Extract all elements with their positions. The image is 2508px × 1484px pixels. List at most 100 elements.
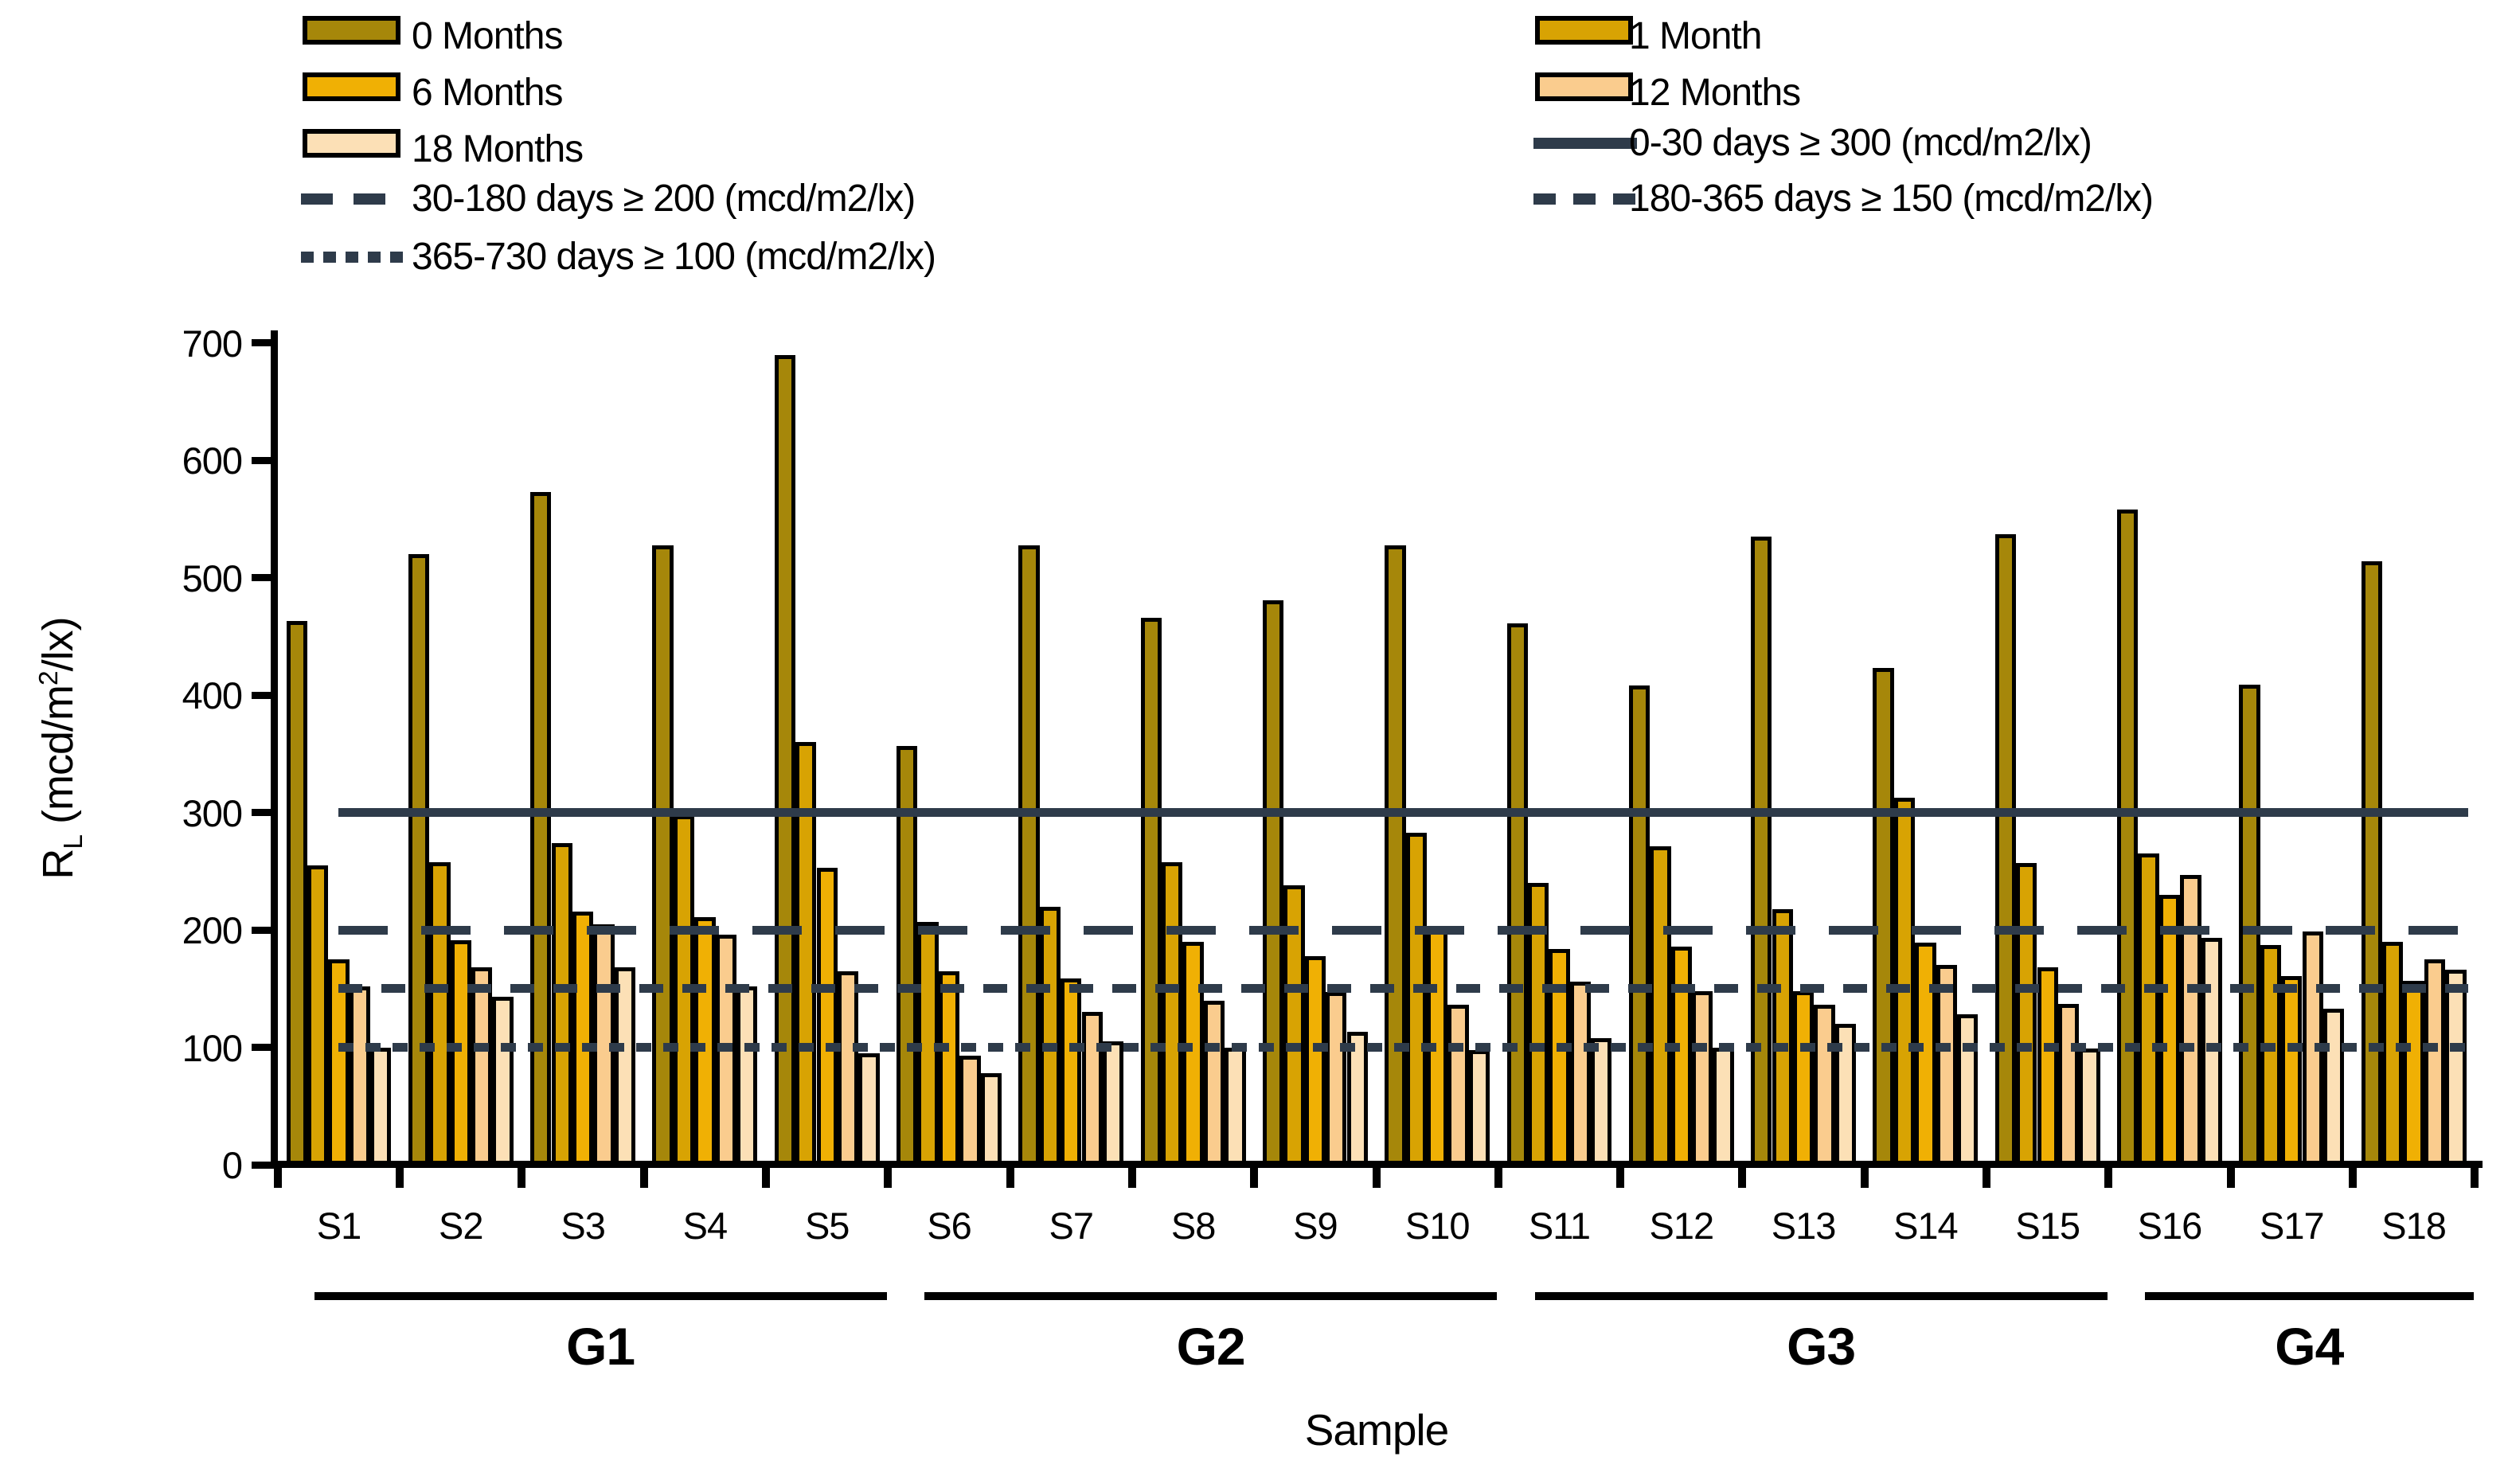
x-tick (2226, 1164, 2235, 1188)
y-tick-label: 0 (221, 1144, 243, 1186)
y-tick (252, 456, 277, 464)
x-label-S12: S12 (1649, 1205, 1714, 1247)
reference-line-150 (338, 984, 2468, 994)
x-label-S14: S14 (1893, 1205, 1959, 1247)
bar-S5-0-months (774, 354, 796, 1165)
group-label-G3: G3 (1787, 1317, 1856, 1376)
bar-S16-0-months (2117, 510, 2139, 1165)
y-tick-label: 400 (182, 674, 243, 717)
solid-line-icon (1533, 138, 1637, 149)
bar-S18-12-months (2424, 959, 2446, 1165)
x-label-S9: S9 (1293, 1205, 1338, 1247)
bar-S17-1-month (2260, 945, 2282, 1165)
bar-S11-6-months (1549, 948, 1570, 1165)
bar-S7-12-months (1081, 1012, 1103, 1165)
x-tick (2104, 1164, 2113, 1188)
long-dash-line-icon (301, 193, 404, 205)
y-axis-line (271, 330, 278, 1168)
reference-line-100 (338, 1043, 2468, 1052)
bar-S18-6-months (2403, 980, 2424, 1165)
bar-S2-6-months (450, 940, 471, 1165)
bar-S18-18-months (2445, 970, 2467, 1165)
bar-S1-1-month (307, 865, 329, 1165)
bar-S16-12-months (2180, 874, 2201, 1165)
x-axis-title: Sample (1304, 1405, 1449, 1455)
bar-S1-6-months (328, 959, 350, 1165)
bar-S5-18-months (858, 1052, 880, 1165)
bar-S17-6-months (2281, 975, 2303, 1165)
legend-swatch-12-months (1535, 72, 1633, 101)
bar-S13-12-months (1814, 1005, 1835, 1165)
group-underline-G1 (314, 1292, 887, 1300)
y-tick-label: 100 (182, 1026, 243, 1069)
x-tick (2471, 1164, 2479, 1188)
bar-S5-1-month (795, 742, 817, 1165)
y-tick (252, 926, 277, 934)
legend-label: 6 Months (412, 72, 563, 114)
x-tick (1250, 1164, 1259, 1188)
bar-S9-12-months (1326, 992, 1347, 1165)
bar-S15-12-months (2057, 1004, 2080, 1165)
group-label-G4: G4 (2275, 1317, 2344, 1376)
x-tick (762, 1164, 771, 1188)
x-label-S7: S7 (1049, 1205, 1095, 1247)
legend-label: 0 Months (412, 15, 563, 57)
bar-S3-18-months (614, 967, 636, 1165)
bar-S14-12-months (1936, 965, 1957, 1165)
x-label-S6: S6 (927, 1205, 972, 1247)
x-tick (1372, 1164, 1381, 1188)
bar-S12-6-months (1670, 946, 1692, 1165)
x-label-S16: S16 (2137, 1205, 2203, 1247)
x-label-S10: S10 (1404, 1205, 1471, 1247)
legend-label: 12 Months (1629, 72, 1801, 114)
x-label-S8: S8 (1170, 1205, 1217, 1247)
bar-S14-0-months (1873, 668, 1894, 1165)
bar-S12-1-month (1650, 846, 1671, 1165)
bar-S18-0-months (2361, 561, 2382, 1165)
x-tick (1494, 1164, 1502, 1188)
bar-S17-0-months (2239, 685, 2260, 1165)
y-axis-title: RL (mcd/m2/lx) (34, 617, 88, 880)
medium-dash-line-icon (1533, 193, 1637, 205)
legend-label: 0-30 days ≥ 300 (mcd/m2/lx) (1629, 122, 2092, 164)
bar-S12-0-months (1628, 685, 1651, 1165)
bar-S1-12-months (349, 986, 371, 1165)
bar-S7-6-months (1061, 978, 1082, 1165)
y-tick (252, 1044, 277, 1052)
bar-S3-0-months (530, 492, 552, 1165)
x-label-S4: S4 (682, 1205, 729, 1247)
bar-S12-12-months (1692, 990, 1713, 1165)
x-tick (396, 1164, 404, 1188)
bar-S2-0-months (408, 554, 430, 1165)
bar-S9-0-months (1262, 599, 1284, 1165)
y-tick-label: 300 (182, 791, 243, 834)
bar-S14-6-months (1915, 943, 1936, 1165)
bar-S10-12-months (1447, 1005, 1469, 1165)
reference-line-200 (338, 925, 2468, 935)
bar-S15-18-months (2079, 1049, 2100, 1165)
bar-S6-18-months (980, 1073, 1002, 1165)
bar-S10-18-months (1468, 1049, 1490, 1165)
bar-S3-6-months (572, 911, 594, 1165)
x-label-S13: S13 (1771, 1205, 1837, 1247)
x-tick (884, 1164, 893, 1188)
x-label-S3: S3 (561, 1205, 606, 1247)
bar-S6-6-months (938, 970, 960, 1165)
bar-S12-18-months (1713, 1047, 1734, 1165)
bar-S8-6-months (1182, 941, 1204, 1165)
y-tick-label: 500 (182, 556, 243, 599)
legend-swatch-18-months (303, 129, 400, 158)
bar-S2-1-month (429, 861, 451, 1165)
group-underline-G4 (2145, 1292, 2474, 1300)
x-tick (273, 1164, 282, 1188)
reference-line-300 (338, 808, 2468, 818)
bar-S13-1-month (1772, 908, 1793, 1165)
bar-S15-0-months (1994, 534, 2017, 1165)
bar-S17-18-months (2322, 1008, 2345, 1165)
y-tick (252, 1161, 277, 1169)
bar-S8-1-month (1162, 861, 1183, 1165)
bar-S8-0-months (1140, 617, 1162, 1165)
legend-swatch-0-months (303, 16, 400, 45)
bar-S15-6-months (2037, 967, 2058, 1165)
